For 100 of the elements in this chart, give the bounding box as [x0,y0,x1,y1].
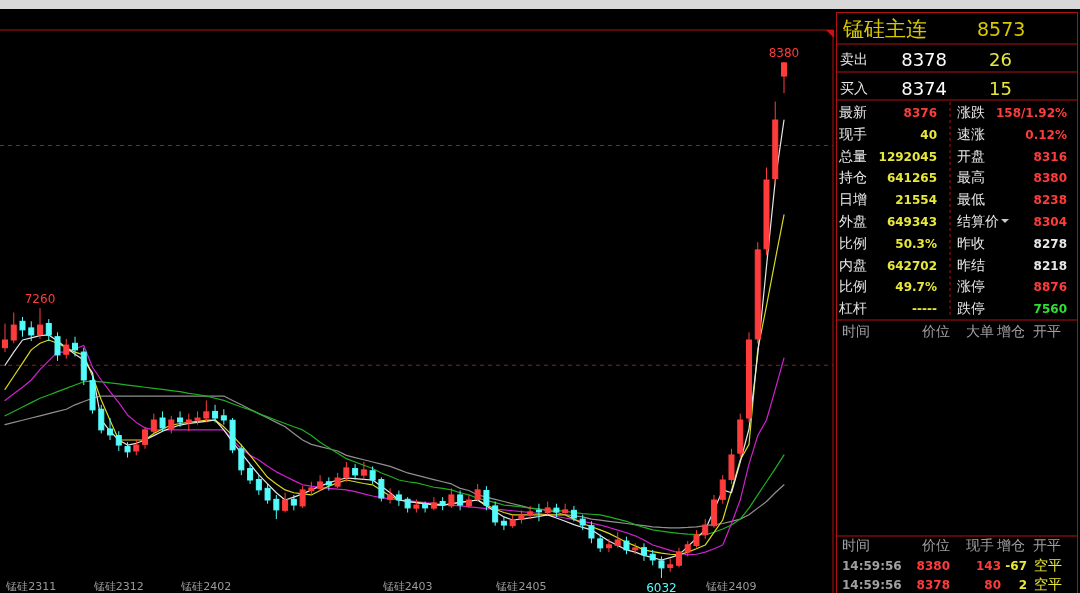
text: 时间 [842,323,870,339]
text: 增仓 [996,323,1025,339]
text: 时间 [842,537,870,553]
candlestick [273,494,280,520]
text: 空平 [1034,557,1062,573]
text: 8573 [977,18,1026,40]
candlestick [395,490,402,507]
candlestick [37,307,44,340]
x-tick-label: 锰硅2405 [495,580,547,593]
text: 涨跌 [957,104,985,120]
text: 8238 [1033,193,1067,208]
candlestick [448,487,455,509]
text: 14:59:56 [842,559,902,573]
text: 642702 [886,258,937,273]
text: 7560 [1033,302,1067,317]
text: 641265 [886,171,937,186]
text: 开盘 [957,147,985,164]
candlestick [255,474,262,496]
candlestick [352,463,359,481]
text: 26 [989,49,1012,70]
candlestick [264,483,271,505]
text: 价位 [921,537,950,553]
candlestick [72,336,79,357]
candlestick [247,463,254,485]
candlestick [238,443,245,476]
text: 14:59:56 [842,578,902,592]
text: 最低 [957,191,985,208]
text: 8876 [1033,280,1067,295]
text: 大单 [966,323,994,339]
candlestick [483,485,490,511]
text: 8376 [903,106,937,120]
candlestick [317,474,324,492]
candlestick [640,542,647,562]
text: -67 [1005,559,1027,573]
text: 80 [984,578,1001,592]
text: 8378 [916,578,950,592]
candlestick [150,413,157,434]
text: 8304 [1033,215,1067,229]
text: 持仓 [839,169,867,186]
x-tick-label: 锰硅2402 [180,580,232,593]
text: 8374 [901,78,947,99]
candlestick [282,492,289,514]
text: 昨结 [957,256,985,273]
candlestick [19,316,26,338]
candlestick [781,61,787,94]
candlestick [719,474,726,505]
text: 最高 [957,169,985,186]
text: 外盘 [839,213,867,229]
candlestick [325,476,332,492]
text: 日增 [839,191,867,208]
candlestick [142,426,149,450]
candlestick [605,538,612,553]
text: 50.3% [895,236,937,251]
candlestick [588,520,595,544]
text: 2 [1018,578,1027,592]
text: 价位 [921,323,950,339]
text: 总量 [838,147,867,164]
candlestick [203,399,210,423]
text: 比例 [839,278,867,295]
candlestick [378,476,385,503]
x-tick-label: 锰硅2311 [5,580,57,593]
text: 8218 [1033,258,1067,273]
candlestick [115,430,122,452]
candlestick [63,338,70,360]
candlestick [422,501,429,514]
candlestick [10,312,17,344]
candlestick [28,320,35,342]
text: 49.7% [895,280,937,295]
text: 卖出 [840,51,868,67]
text: 158/1.92% [995,106,1067,120]
text: 15 [989,78,1012,99]
candlestick [535,503,542,522]
candlestick [54,331,61,362]
candlestick [387,487,394,505]
candlestick [360,461,367,481]
text: 内盘 [839,256,867,273]
candlestick [492,501,499,527]
x-tick-label: 锰硅2403 [381,580,433,593]
text: 杠杆 [838,300,867,317]
candlestick [98,404,105,434]
text: 8380 [768,46,800,60]
text: 1292045 [878,149,937,164]
candlestick [500,516,507,531]
text: 现手 [966,537,994,553]
text: 0.12% [1025,127,1067,142]
candlestick [658,555,665,579]
text: 40 [920,127,937,142]
text: 结算价 [957,213,999,229]
text: 开平 [1033,537,1061,553]
text: 速涨 [957,125,985,142]
text: 涨停 [957,278,985,295]
candlestick [177,410,184,428]
text: 8380 [1033,171,1067,186]
candlestick [159,410,166,432]
text: 买入 [840,80,868,96]
x-tick-label: 锰硅2409 [705,580,757,593]
candlestick [675,547,682,568]
candlestick [343,461,350,483]
text: 现手 [839,125,867,142]
candlestick [45,318,52,342]
